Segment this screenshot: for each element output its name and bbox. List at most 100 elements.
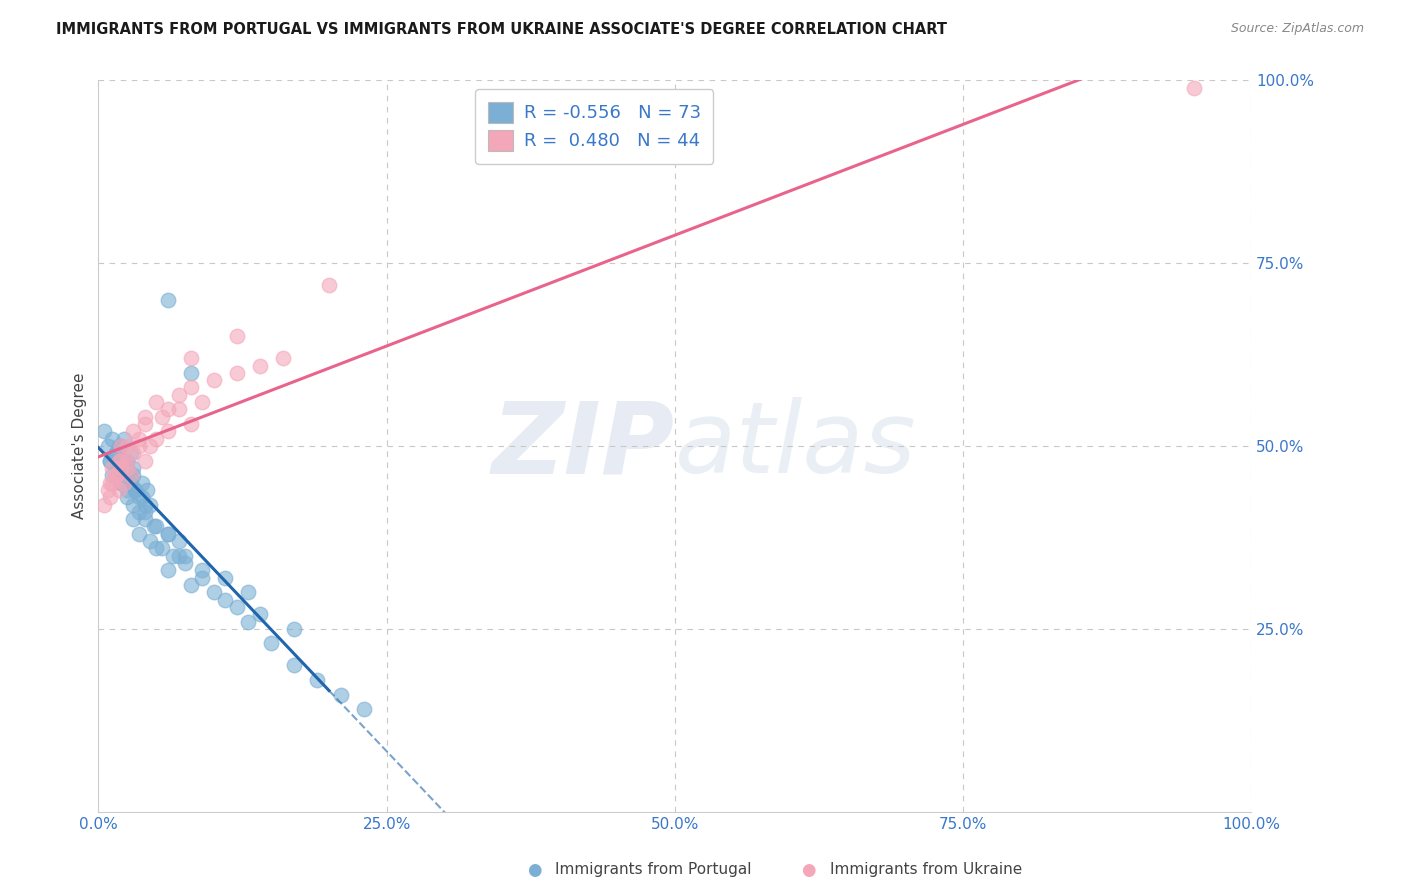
Point — [98, 490, 121, 504]
Point — [139, 439, 162, 453]
Point — [117, 461, 139, 475]
Point — [191, 563, 214, 577]
Point — [156, 526, 179, 541]
Point — [131, 490, 153, 504]
Point — [142, 519, 165, 533]
Point — [97, 483, 120, 497]
Point — [108, 483, 131, 497]
Point — [150, 409, 173, 424]
Point — [128, 439, 150, 453]
Point — [122, 498, 145, 512]
Point — [283, 622, 305, 636]
Point — [238, 585, 260, 599]
Point — [180, 351, 202, 366]
Point — [98, 453, 121, 467]
Point — [108, 439, 131, 453]
Point — [1182, 80, 1205, 95]
Point — [238, 615, 260, 629]
Point — [117, 453, 139, 467]
Point — [191, 395, 214, 409]
Point — [225, 366, 247, 380]
Point — [124, 483, 146, 497]
Point — [156, 402, 179, 417]
Point — [156, 293, 179, 307]
Point — [122, 446, 145, 460]
Point — [104, 468, 127, 483]
Point — [101, 468, 124, 483]
Point — [120, 475, 142, 490]
Point — [156, 563, 179, 577]
Legend: R = -0.556   N = 73, R =  0.480   N = 44: R = -0.556 N = 73, R = 0.480 N = 44 — [475, 89, 713, 163]
Point — [134, 498, 156, 512]
Point — [104, 468, 127, 483]
Point — [134, 417, 156, 431]
Point — [110, 439, 132, 453]
Point — [93, 425, 115, 439]
Point — [156, 425, 179, 439]
Point — [150, 541, 173, 556]
Point — [145, 541, 167, 556]
Point — [117, 490, 139, 504]
Point — [225, 329, 247, 343]
Y-axis label: Associate's Degree: Associate's Degree — [72, 373, 87, 519]
Text: atlas: atlas — [675, 398, 917, 494]
Text: Immigrants from Ukraine: Immigrants from Ukraine — [830, 863, 1022, 877]
Point — [122, 512, 145, 526]
Point — [110, 461, 132, 475]
Point — [117, 461, 139, 475]
Point — [307, 673, 329, 687]
Point — [98, 475, 121, 490]
Point — [128, 505, 150, 519]
Point — [108, 461, 131, 475]
Point — [353, 702, 375, 716]
Point — [271, 351, 294, 366]
Point — [260, 636, 283, 650]
Point — [128, 432, 150, 446]
Point — [120, 468, 142, 483]
Point — [318, 278, 340, 293]
Point — [101, 461, 124, 475]
Point — [112, 468, 135, 483]
Point — [101, 475, 124, 490]
Point — [167, 549, 190, 563]
Point — [93, 498, 115, 512]
Point — [110, 439, 132, 453]
Point — [120, 446, 142, 460]
Text: Immigrants from Portugal: Immigrants from Portugal — [555, 863, 752, 877]
Point — [191, 571, 214, 585]
Point — [139, 534, 162, 549]
Point — [122, 461, 145, 475]
Text: ●: ● — [801, 861, 815, 879]
Point — [249, 607, 271, 622]
Point — [214, 592, 236, 607]
Point — [108, 453, 131, 467]
Point — [110, 475, 132, 490]
Point — [128, 490, 150, 504]
Point — [110, 475, 132, 490]
Point — [122, 425, 145, 439]
Point — [145, 519, 167, 533]
Point — [180, 380, 202, 394]
Point — [112, 432, 135, 446]
Point — [134, 512, 156, 526]
Text: Source: ZipAtlas.com: Source: ZipAtlas.com — [1230, 22, 1364, 36]
Point — [98, 453, 121, 467]
Point — [110, 453, 132, 467]
Point — [117, 439, 139, 453]
Point — [124, 483, 146, 497]
Point — [145, 432, 167, 446]
Point — [117, 453, 139, 467]
Point — [122, 468, 145, 483]
Text: ZIP: ZIP — [492, 398, 675, 494]
Point — [128, 526, 150, 541]
Text: ●: ● — [527, 861, 541, 879]
Point — [180, 366, 202, 380]
Point — [167, 534, 190, 549]
Point — [117, 483, 139, 497]
Point — [202, 373, 225, 387]
Point — [167, 402, 190, 417]
Point — [131, 475, 153, 490]
Point — [104, 446, 127, 460]
Point — [139, 498, 162, 512]
Point — [134, 505, 156, 519]
